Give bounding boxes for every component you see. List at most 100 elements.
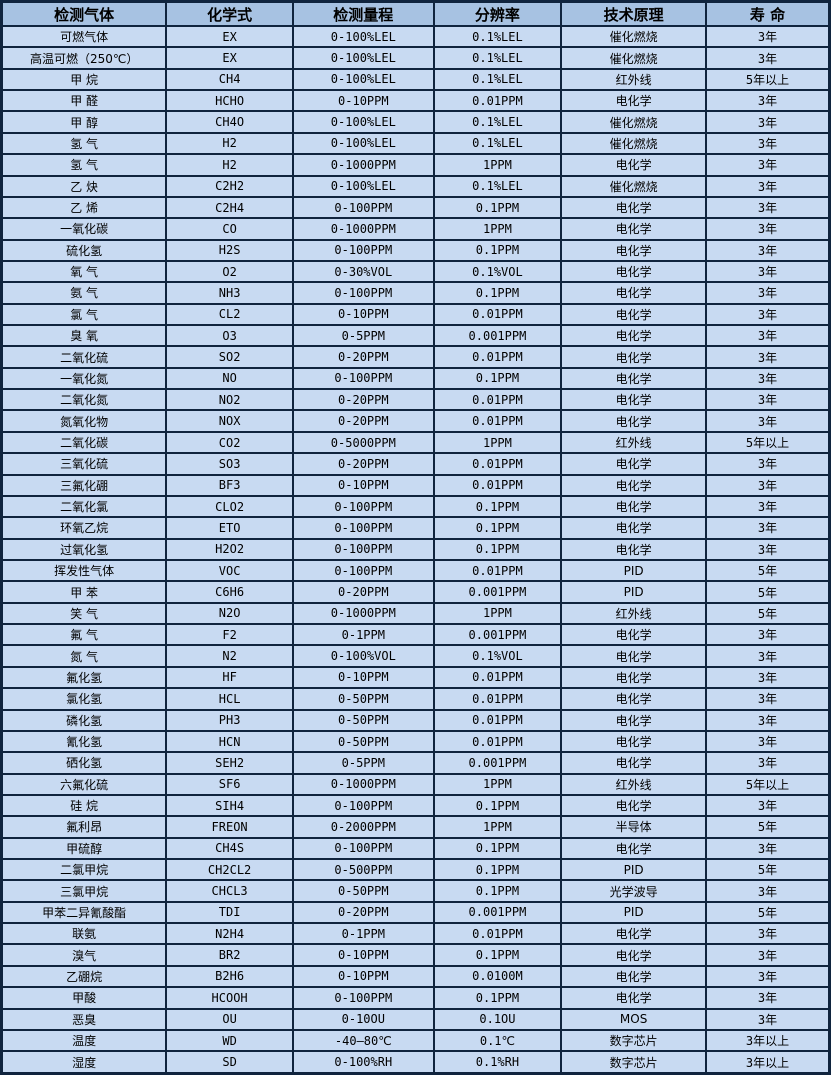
- cell-gas: 二氯甲烷: [0, 857, 168, 882]
- table-row: 甲苯二异氰酸酯 TDI 0-20PPM 0.001PPM PID 5年: [0, 900, 831, 925]
- cell-principle: 电化学: [560, 473, 708, 497]
- table-row: 过氧化氢 H2O2 0-100PPM 0.1PPM 电化学 3年: [0, 537, 831, 562]
- cell-resolution: 0.1PPM: [432, 986, 563, 1010]
- cell-life: 3年: [705, 409, 831, 433]
- cell-gas: 甲苯二异氰酸酯: [0, 900, 168, 925]
- cell-principle: 电化学: [560, 452, 708, 476]
- cell-gas: 三氟化硼: [0, 473, 168, 497]
- cell-gas: 甲酸: [0, 986, 168, 1010]
- cell-resolution: 0.01PPM: [432, 687, 563, 711]
- cell-range: 0-100%LEL: [291, 46, 435, 70]
- cell-principle: 电化学: [560, 388, 708, 412]
- cell-resolution: 0.1PPM: [432, 494, 563, 519]
- cell-life: 3年: [705, 131, 831, 156]
- cell-principle: 电化学: [560, 324, 708, 348]
- cell-range: 0-10PPM: [291, 665, 435, 690]
- cell-range: 0-10PPM: [291, 473, 435, 497]
- cell-range: 0-5PPM: [291, 324, 435, 348]
- cell-range: -40—80℃: [291, 1028, 435, 1053]
- cell-life: 5年以上: [705, 67, 831, 92]
- cell-formula: CO: [165, 217, 294, 241]
- cell-formula: WD: [165, 1028, 294, 1053]
- cell-principle: 电化学: [560, 366, 708, 391]
- cell-life: 3年以上: [705, 1050, 831, 1075]
- cell-life: 3年: [705, 751, 831, 775]
- cell-range: 0-1000PPM: [291, 153, 435, 177]
- cell-life: 3年: [705, 302, 831, 327]
- table-row: 氮 气 N2 0-100%VOL 0.1%VOL 电化学 3年: [0, 644, 831, 668]
- table-row: 氟化氢 HF 0-10PPM 0.01PPM 电化学 3年: [0, 665, 831, 690]
- cell-life: 5年以上: [705, 430, 831, 455]
- cell-principle: 电化学: [560, 516, 708, 540]
- cell-gas: 挥发性气体: [0, 558, 168, 583]
- cell-resolution: 0.1%LEL: [432, 131, 563, 156]
- cell-gas: 甲 醇: [0, 110, 168, 134]
- cell-life: 3年以上: [705, 1028, 831, 1053]
- cell-range: 0-1PPM: [291, 922, 435, 946]
- cell-life: 5年: [705, 815, 831, 839]
- cell-range: 0-20PPM: [291, 409, 435, 433]
- header-row: 检测气体 化学式 检测量程 分辨率 技术原理 寿 命: [0, 0, 831, 27]
- table-row: 挥发性气体 VOC 0-100PPM 0.01PPM PID 5年: [0, 558, 831, 583]
- cell-range: 0-50PPM: [291, 879, 435, 903]
- cell-range: 0-100PPM: [291, 986, 435, 1010]
- cell-principle: 电化学: [560, 986, 708, 1010]
- cell-resolution: 0.1%VOL: [432, 259, 563, 284]
- cell-principle: 电化学: [560, 89, 708, 113]
- cell-formula: H2: [165, 153, 294, 177]
- table-row: 氢 气 H2 0-100%LEL 0.1%LEL 催化燃烧 3年: [0, 131, 831, 156]
- table-row: 硫化氢 H2S 0-100PPM 0.1PPM 电化学 3年: [0, 238, 831, 262]
- cell-formula: VOC: [165, 558, 294, 583]
- cell-gas: 甲硫醇: [0, 836, 168, 861]
- cell-resolution: 0.01PPM: [432, 922, 563, 946]
- cell-formula: SO2: [165, 345, 294, 369]
- cell-resolution: 0.1%LEL: [432, 174, 563, 198]
- cell-gas: 湿度: [0, 1050, 168, 1075]
- cell-principle: 电化学: [560, 922, 708, 946]
- cell-life: 3年: [705, 238, 831, 262]
- table-row: 甲硫醇 CH4S 0-100PPM 0.1PPM 电化学 3年: [0, 836, 831, 861]
- cell-formula: SF6: [165, 772, 294, 796]
- cell-principle: 光学波导: [560, 879, 708, 903]
- cell-resolution: 0.1℃: [432, 1028, 563, 1053]
- cell-resolution: 0.1%VOL: [432, 644, 563, 668]
- cell-resolution: 0.1PPM: [432, 836, 563, 861]
- cell-range: 0-10PPM: [291, 943, 435, 967]
- cell-formula: CH2CL2: [165, 857, 294, 882]
- table-row: 乙 炔 C2H2 0-100%LEL 0.1%LEL 催化燃烧 3年: [0, 174, 831, 198]
- col-header-resolution: 分辨率: [432, 0, 563, 27]
- cell-range: 0-10PPM: [291, 302, 435, 327]
- cell-gas: 乙 炔: [0, 174, 168, 198]
- cell-life: 3年: [705, 708, 831, 732]
- cell-life: 3年: [705, 46, 831, 70]
- table-row: 硒化氢 SEH2 0-5PPM 0.001PPM 电化学 3年: [0, 751, 831, 775]
- cell-gas: 溴气: [0, 943, 168, 967]
- cell-life: 5年: [705, 857, 831, 882]
- table-row: 可燃气体 EX 0-100%LEL 0.1%LEL 催化燃烧 3年: [0, 24, 831, 49]
- cell-resolution: 0.01PPM: [432, 388, 563, 412]
- cell-principle: 电化学: [560, 195, 708, 220]
- cell-resolution: 0.1%RH: [432, 1050, 563, 1075]
- cell-resolution: 0.1%LEL: [432, 110, 563, 134]
- cell-gas: 甲 醛: [0, 89, 168, 113]
- cell-gas: 硫化氢: [0, 238, 168, 262]
- cell-life: 3年: [705, 964, 831, 989]
- cell-formula: HCOOH: [165, 986, 294, 1010]
- cell-life: 3年: [705, 836, 831, 861]
- table-row: 甲酸 HCOOH 0-100PPM 0.1PPM 电化学 3年: [0, 986, 831, 1010]
- cell-formula: CHCL3: [165, 879, 294, 903]
- cell-gas: 高温可燃（250℃）: [0, 46, 168, 70]
- cell-principle: 电化学: [560, 644, 708, 668]
- cell-gas: 一氧化氮: [0, 366, 168, 391]
- table-row: 三氯甲烷 CHCL3 0-50PPM 0.1PPM 光学波导 3年: [0, 879, 831, 903]
- cell-resolution: 0.1%LEL: [432, 67, 563, 92]
- cell-range: 0-1PPM: [291, 623, 435, 647]
- table-row: 氟 气 F2 0-1PPM 0.001PPM 电化学 3年: [0, 623, 831, 647]
- cell-formula: CO2: [165, 430, 294, 455]
- cell-principle: 催化燃烧: [560, 110, 708, 134]
- cell-life: 3年: [705, 473, 831, 497]
- cell-resolution: 0.01PPM: [432, 665, 563, 690]
- col-header-formula: 化学式: [165, 0, 294, 27]
- cell-principle: 电化学: [560, 687, 708, 711]
- col-header-life: 寿 命: [705, 0, 831, 27]
